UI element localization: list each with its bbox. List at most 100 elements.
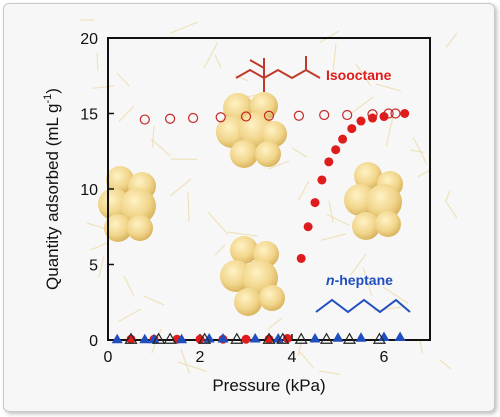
isooctane-desorption-point <box>139 114 150 125</box>
lattice-line <box>362 266 373 296</box>
lattice-line <box>214 244 226 256</box>
lattice-line <box>297 180 310 201</box>
lattice-line <box>350 253 367 276</box>
isooctane-desorption-point <box>188 112 199 124</box>
heptane-desorption-point <box>294 332 308 344</box>
isooctane-desorption-point <box>383 108 394 119</box>
x-tick-label: 4 <box>288 349 297 366</box>
heptane-adsorption-point <box>249 332 261 343</box>
lattice-line <box>187 191 190 223</box>
isooctane-desorption-point <box>215 112 226 123</box>
lattice-line <box>234 74 248 82</box>
y-axis-title-end: ) <box>43 88 62 94</box>
isooctane-desorption-point <box>367 109 378 120</box>
isooctane-label: Isooctane <box>326 67 392 83</box>
data-markers <box>111 108 410 344</box>
lattice-line <box>203 41 219 69</box>
isooctane-desorption-point <box>263 110 275 121</box>
lattice-line <box>385 116 394 147</box>
lattice-line <box>116 72 130 87</box>
heptane-label-prefix: n <box>326 272 335 288</box>
lattice-line <box>445 32 458 48</box>
isooctane-adsorption-point <box>356 116 366 126</box>
isooctane-adsorption-point <box>296 253 306 263</box>
isooctane-adsorption-point <box>303 222 313 232</box>
isooctane-adsorption-point <box>400 109 410 118</box>
y-tick-label: 10 <box>80 182 98 199</box>
lattice-line <box>446 202 458 219</box>
lattice-line <box>151 125 155 148</box>
pore-cavity-illustrations <box>98 92 403 316</box>
pore-cavity-center-bottom <box>220 236 285 316</box>
pore-cavity-center-top <box>216 92 287 168</box>
pore-cavity-right <box>344 162 403 240</box>
isooctane-adsorption-point <box>282 333 292 343</box>
heptane-adsorption-point <box>148 333 160 344</box>
heptane-adsorption-point <box>394 331 406 341</box>
y-axis-ticks: 0 5 10 15 20 <box>80 31 114 350</box>
heptane-desorption-point <box>342 332 357 344</box>
lattice-line <box>96 52 99 72</box>
heptane-structure-icon <box>315 298 411 314</box>
lattice-line <box>180 348 191 374</box>
heptane-desorption-point <box>276 332 290 344</box>
heptane-desorption-point <box>124 332 138 344</box>
heptane-desorption-point <box>198 332 212 344</box>
lattice-line <box>170 178 192 196</box>
isooctane-desorption-point <box>165 113 176 124</box>
isooctane-adsorption-point <box>324 157 334 167</box>
y-tick-label: 20 <box>80 31 98 48</box>
isooctane-adsorption-point <box>331 145 341 155</box>
lattice-line <box>118 105 135 123</box>
heptane-desorption-point <box>230 332 244 344</box>
lattice-line <box>207 211 229 235</box>
heptane-adsorption-point <box>355 332 367 342</box>
lattice-line <box>90 242 108 251</box>
lattice-line <box>382 286 409 304</box>
y-tick-label: 15 <box>80 107 98 124</box>
isooctane-desorption-point <box>240 111 252 122</box>
lattice-line <box>439 359 452 370</box>
heptane-adsorption-point <box>111 333 123 344</box>
isooctane-adsorption-point <box>317 175 327 185</box>
lattice-line <box>325 213 350 226</box>
lattice-line <box>419 339 424 354</box>
y-tick-label: 0 <box>89 333 98 350</box>
heptane-label-rest: -heptane <box>335 272 394 288</box>
lattice-line <box>214 54 222 68</box>
isooctane-desorption-point <box>319 109 330 121</box>
x-tick-label: 0 <box>104 349 113 366</box>
lattice-line <box>417 169 431 178</box>
isooctane-adsorption-point <box>379 112 389 122</box>
isooctane-adsorption-point <box>338 134 348 144</box>
x-tick-label: 6 <box>380 349 389 366</box>
lattice-line <box>177 361 207 372</box>
heptane-adsorption-point <box>176 333 188 344</box>
heptane-desorption-point <box>319 332 334 344</box>
isooctane-adsorption-point <box>241 334 251 344</box>
x-tick-label: 2 <box>196 349 205 366</box>
lattice-line <box>319 30 340 43</box>
isooctane-desorption-point <box>293 110 304 121</box>
isooctane-adsorption-point <box>310 198 320 208</box>
heptane-adsorption-point <box>139 333 151 344</box>
isooctane-adsorption-point <box>368 113 377 123</box>
lattice-line <box>150 138 172 157</box>
heptane-label: n-heptane <box>326 272 393 288</box>
lattice-line <box>92 85 115 89</box>
lattice-line <box>318 370 341 376</box>
heptane-desorption-point <box>152 332 166 344</box>
y-axis-title-superscript: -1 <box>42 94 54 104</box>
lattice-line <box>117 308 142 323</box>
isooctane-desorption-point <box>390 108 401 119</box>
lattice-line <box>98 255 105 278</box>
isooctane-structure-icon <box>235 56 321 92</box>
lattice-line <box>267 317 283 330</box>
heptane-adsorption-point <box>272 332 284 343</box>
lattice-line <box>227 231 258 237</box>
heptane-adsorption-point <box>203 332 215 343</box>
lattice-line <box>348 96 374 116</box>
x-axis-title: Pressure (kPa) <box>212 376 325 395</box>
heptane-adsorption-point <box>332 332 344 342</box>
